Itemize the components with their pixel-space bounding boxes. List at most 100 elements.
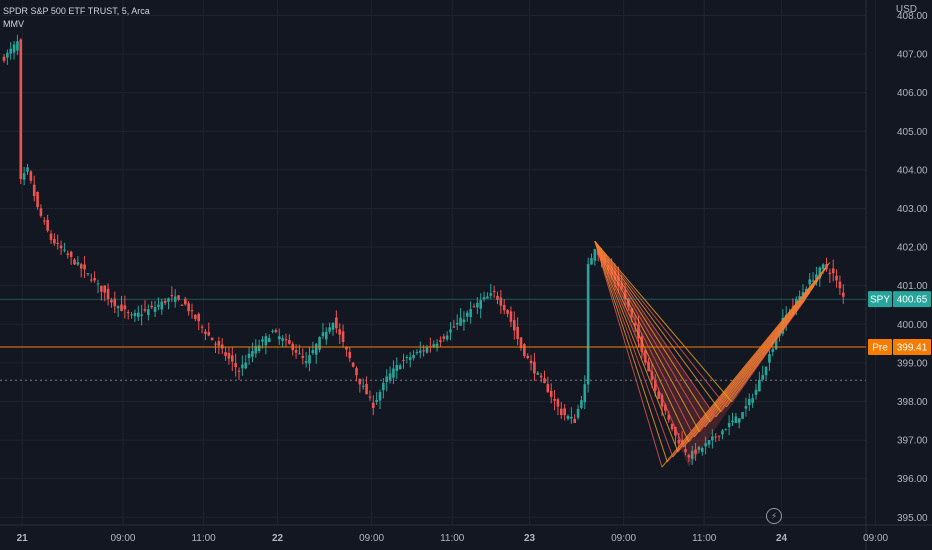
candle [331,322,335,330]
candle [509,311,513,322]
candle [254,345,258,354]
candle [120,304,123,311]
candle [197,313,201,322]
y-tick-label: 405.00 [897,127,928,138]
candle [573,419,577,423]
y-tick-label: 406.00 [897,88,928,99]
candle [831,268,835,274]
candle [375,400,378,402]
candle [657,391,660,399]
candle [432,344,436,347]
candle [455,322,459,325]
candle [687,455,691,458]
candle [194,314,197,320]
candle [526,355,530,359]
x-tick-label: 09:00 [863,533,888,544]
candle [838,281,842,289]
candle [402,359,405,361]
candle [690,450,694,459]
candle [392,368,395,378]
candle [284,339,288,341]
candle [502,304,506,311]
price-badge [868,339,892,356]
candle [418,350,422,353]
y-tick-label: 395.00 [897,513,928,524]
price-badge-label: Pre [872,343,888,354]
candle [365,384,368,395]
candle [751,398,754,403]
candle [170,295,174,297]
candle [89,279,93,281]
candle [519,337,523,348]
candle [348,351,352,359]
pattern-line [594,241,701,433]
x-tick-label: 24 [776,533,788,544]
pattern-line [731,301,805,403]
pattern-line [594,241,674,458]
candle [39,208,43,216]
candle [516,326,519,339]
y-tick-label: 408.00 [897,11,928,22]
candle [476,302,479,308]
candle [361,385,365,387]
candle [556,399,560,407]
candle [670,423,674,430]
candle [828,272,832,274]
price-badge-value: 400.65 [897,295,928,306]
candle [506,309,509,314]
y-tick-label: 398.00 [897,397,928,408]
candle [204,331,207,334]
candle [241,364,244,369]
candle [459,317,462,326]
candle [821,264,825,270]
candle [93,278,96,281]
candle [9,48,13,54]
candle [761,375,765,380]
candle [76,262,80,265]
pattern-line [594,241,706,428]
candle [449,329,452,333]
y-tick-label: 404.00 [897,165,928,176]
candle [633,323,637,326]
currency-label[interactable]: USD [895,4,917,15]
candle [610,266,613,275]
candle [801,292,805,296]
candle [59,245,63,249]
candle [580,400,583,408]
candle [408,357,412,361]
y-tick-label: 399.00 [897,358,928,369]
candle [543,378,546,384]
candle [288,340,291,344]
candle [637,324,640,339]
candle [412,355,415,359]
candle [214,343,217,345]
candle [251,351,254,357]
lightning-icon[interactable]: ⚡ [766,508,782,524]
y-tick-label: 396.00 [897,474,928,485]
candle [237,370,241,372]
candle [150,305,154,308]
candle [382,382,385,391]
candle [281,338,284,341]
candle [395,364,399,371]
candle [207,332,211,336]
candle [764,366,768,376]
indicator-label[interactable]: MMV [3,19,24,29]
candle [63,249,66,251]
pattern-line [594,241,663,468]
candle [472,306,476,308]
candle [768,354,771,363]
price-badge-value: 399.41 [897,343,928,354]
candle [355,368,358,376]
candle [42,220,46,222]
candle [539,375,543,378]
candle [224,352,227,357]
pattern-line [594,241,668,463]
candle [130,314,133,316]
candle [586,264,590,385]
candle [533,361,536,374]
candle [304,361,308,363]
x-tick-label: 09:00 [611,533,636,544]
candle [113,298,117,307]
